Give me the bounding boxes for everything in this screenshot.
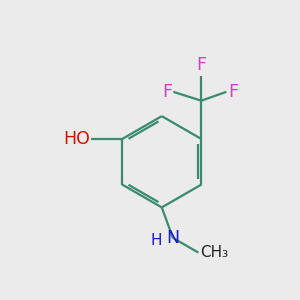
Text: H: H	[150, 233, 162, 248]
Text: F: F	[228, 83, 238, 101]
Text: HO: HO	[63, 130, 90, 148]
Text: N: N	[166, 229, 179, 247]
Text: F: F	[196, 56, 206, 74]
Text: F: F	[162, 83, 172, 101]
Text: CH₃: CH₃	[200, 245, 228, 260]
